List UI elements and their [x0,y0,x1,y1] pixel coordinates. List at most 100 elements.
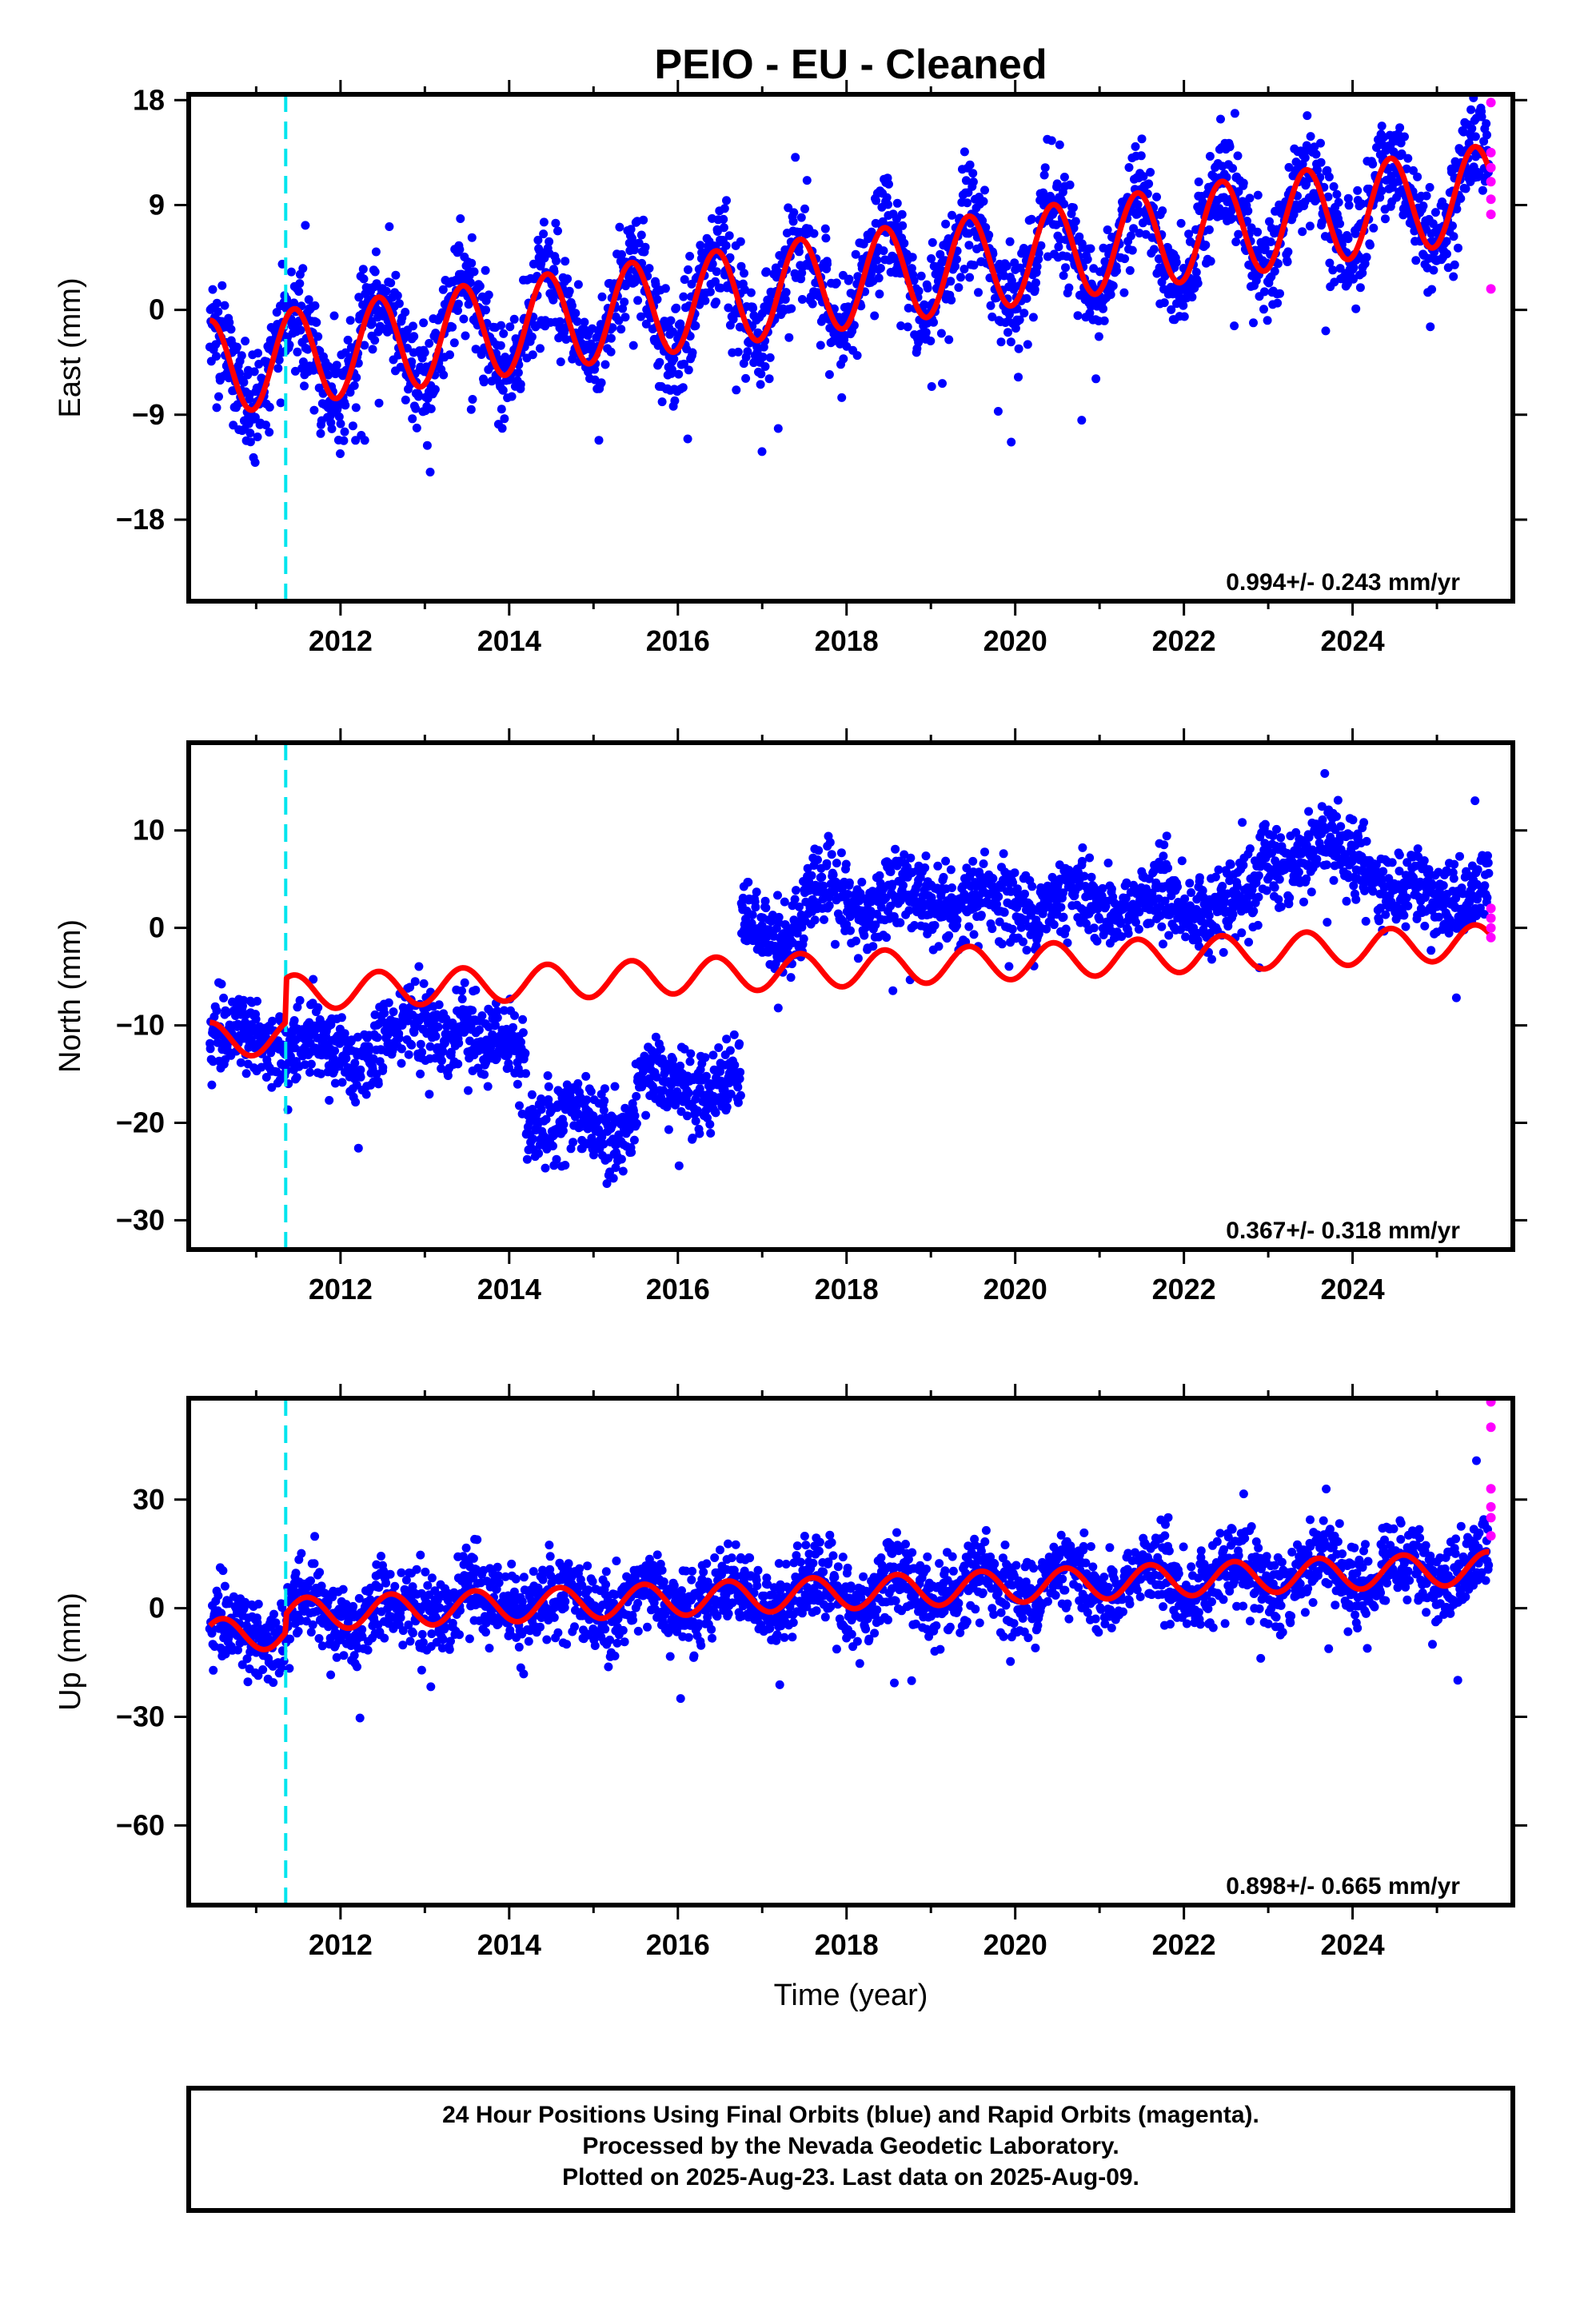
east-final-orbit-point [797,213,806,222]
east-final-orbit-point [233,343,241,352]
east-final-orbit-point [700,297,709,305]
north-final-orbit-point [1323,918,1331,927]
east-final-orbit-point [969,177,978,186]
east-final-orbit-point [954,283,963,292]
east-final-orbit-point [1322,326,1331,335]
east-final-orbit-point [1426,322,1434,331]
north-final-orbit-point [1299,898,1308,907]
east-final-orbit-point [928,238,937,247]
east-final-orbit-point [382,287,391,296]
north-final-orbit-point [587,1087,596,1096]
east-final-orbit-point [1366,241,1375,249]
east-final-orbit-point [1187,293,1196,301]
east-final-orbit-point [468,233,477,242]
east-final-orbit-point [337,420,345,429]
north-final-orbit-point [842,860,851,869]
north-final-orbit-point [534,1149,543,1158]
east-final-orbit-points [205,94,1493,476]
north-final-orbit-point [417,1040,425,1049]
east-final-orbit-point [1071,217,1080,225]
east-final-orbit-point [425,339,433,348]
east-final-orbit-point [870,312,879,321]
east-final-orbit-point [679,293,688,301]
east-final-orbit-point [732,385,740,394]
east-rapid-orbit-point [1486,148,1496,157]
east-x-tick-label: 2018 [815,624,879,657]
north-final-orbit-point [480,1070,489,1079]
east-final-orbit-point [1177,219,1186,228]
north-final-orbit-point [373,1033,382,1042]
north-final-orbit-point [817,873,826,882]
east-final-orbit-point [795,247,804,256]
north-final-orbit-point [1285,894,1294,903]
north-final-orbit-point [906,854,915,863]
east-final-orbit-point [974,288,983,297]
north-final-orbit-point [206,1044,215,1053]
east-final-orbit-point [293,348,301,357]
north-final-orbit-point [1023,946,1031,955]
north-final-orbit-point [307,1060,316,1069]
east-y-tick-label: 9 [149,188,165,221]
east-final-orbit-point [1055,141,1064,149]
north-final-orbit-point [1219,948,1228,957]
east-final-orbit-point [561,257,569,265]
north-final-orbit-point [773,891,782,899]
north-final-orbit-point [475,1026,484,1034]
east-final-orbit-point [539,229,548,238]
east-final-orbit-point [808,300,817,309]
north-final-orbit-point [1246,844,1255,853]
east-final-orbit-point [1363,253,1371,261]
east-final-orbit-point [915,287,924,296]
east-final-orbit-point [1427,285,1436,294]
north-final-orbit-point [700,1053,709,1062]
north-final-orbit-point [882,933,891,942]
north-final-orbit-point [619,1167,628,1176]
east-final-orbit-point [762,267,771,276]
east-final-orbit-point [908,253,917,261]
east-final-orbit-point [497,405,506,413]
east-final-orbit-point [994,407,1003,416]
east-final-orbit-point [1066,181,1075,189]
east-final-orbit-point [1031,278,1040,287]
east-final-orbit-point [213,403,221,412]
east-final-orbit-point [1263,316,1272,325]
east-final-orbit-point [500,414,509,423]
north-final-orbit-point [395,1034,404,1042]
east-final-orbit-point [607,334,616,343]
north-final-orbit-point [453,1059,462,1068]
north-final-orbit-point [611,1082,620,1091]
east-final-orbit-point [803,176,812,185]
east-final-orbit-point [480,377,489,386]
north-final-orbit-point [1349,815,1358,824]
north-final-orbit-point [994,892,1003,901]
north-final-orbit-point [695,1130,704,1138]
north-final-orbit-point [968,857,977,866]
north-final-orbit-point [706,1129,715,1138]
east-final-orbit-point [481,305,490,314]
north-final-orbit-point [1180,895,1189,903]
east-final-orbit-point [629,341,638,350]
east-final-orbit-point [1353,186,1362,195]
north-final-orbit-point [988,924,996,933]
east-rate-label: 0.994+/- 0.243 mm/yr [1226,569,1460,596]
east-final-orbit-point [1040,171,1049,180]
east-final-orbit-point [1059,271,1068,280]
east-final-orbit-point [469,395,477,404]
east-final-orbit-point [1172,258,1181,267]
north-final-orbit-point [702,1072,711,1081]
north-final-orbit-point [207,1081,216,1090]
east-final-orbit-point [1298,227,1307,236]
east-final-orbit-point [800,205,809,213]
east-final-orbit-point [641,243,650,252]
north-final-orbit-point [964,923,973,931]
east-final-orbit-point [253,433,262,441]
east-final-orbit-point [595,436,604,444]
north-final-orbit-point [581,1072,590,1081]
east-final-orbit-point [536,344,545,353]
east-final-orbit-point [213,307,222,316]
north-final-orbit-point [1104,859,1113,867]
east-final-orbit-point [333,361,341,369]
east-final-orbit-point [1422,192,1431,201]
east-final-orbit-point [250,367,259,376]
